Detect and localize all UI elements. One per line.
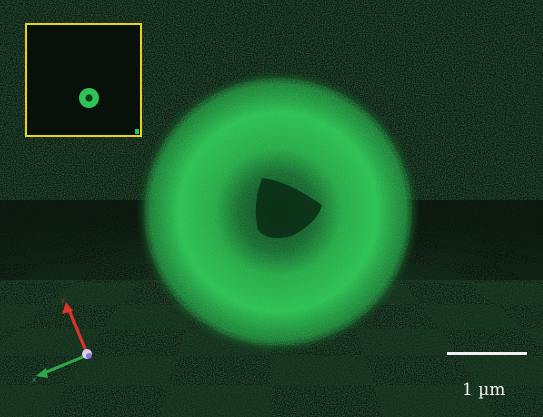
inset-background [27, 25, 140, 135]
floor-tile [523, 328, 543, 349]
floor-tile [457, 355, 543, 386]
floor-tile [271, 355, 374, 386]
floor-tile [46, 282, 140, 305]
y-axis-arrowhead [62, 302, 73, 314]
floor-tile [420, 304, 524, 329]
y-axis-label: Y [60, 298, 65, 305]
axes-origin-shade [86, 353, 92, 359]
floor-tile [0, 328, 103, 356]
floor-tile [102, 304, 197, 329]
overview-inset [25, 23, 142, 137]
fluorescent-cell [136, 70, 420, 354]
x-axis-label: X [32, 377, 36, 384]
floor-tile [373, 385, 495, 417]
inset-cell-center [85, 94, 93, 102]
inset-corner-mark [135, 129, 139, 134]
cell-center-hollow [255, 178, 322, 238]
floor-tile [0, 385, 66, 417]
floor-tile [0, 304, 47, 329]
floor-tile [355, 328, 458, 356]
floor-tile [0, 282, 9, 288]
y-axis-line [67, 309, 88, 352]
scale-bar-label: 1 µm [462, 380, 506, 400]
floor-tile [65, 355, 178, 386]
x-axis-line [43, 354, 86, 375]
floor-tile [467, 282, 543, 305]
orientation-axes: Y X [28, 294, 108, 384]
scale-bar [447, 352, 527, 355]
x-axis-arrowhead [36, 368, 48, 378]
floor-tile [159, 385, 271, 417]
